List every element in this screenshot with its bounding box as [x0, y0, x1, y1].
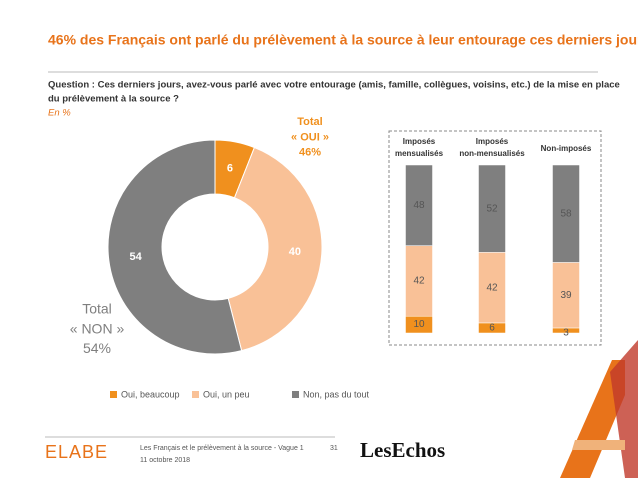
category-label: mensualisés	[395, 149, 444, 158]
logo: ELABE	[45, 442, 108, 462]
value-label: 42	[486, 282, 498, 293]
source: Les Français et le prélèvement à la sour…	[140, 445, 304, 452]
question: Question : Ces derniers jours, avez-vous…	[48, 80, 620, 91]
legend-swatch	[110, 391, 117, 398]
legend-swatch	[192, 391, 199, 398]
donut-slice	[107, 139, 243, 355]
legend-label: Oui, beaucoup	[121, 389, 180, 399]
value-label: 39	[560, 290, 572, 301]
page-number: 31	[330, 445, 338, 452]
legend-label: Non, pas du tout	[303, 389, 370, 399]
bar-box	[388, 130, 602, 346]
annotation: « OUI »	[291, 131, 329, 143]
date: 11 octobre 2018	[140, 457, 190, 464]
value-label: 48	[413, 200, 425, 211]
decor	[572, 440, 625, 450]
category-label: Non-imposés	[541, 144, 592, 153]
question: du prélèvement à la source ?	[48, 94, 179, 105]
annotation: Total	[82, 301, 112, 317]
decor	[610, 340, 638, 478]
legend-label: Oui, un peu	[203, 389, 250, 399]
partner-logo: LesEchos	[360, 438, 445, 462]
value-label: 3	[563, 328, 569, 339]
bar-segment	[405, 245, 433, 317]
annotation: « NON »	[70, 320, 125, 336]
value-label: 52	[486, 203, 498, 214]
bar-segment	[552, 164, 580, 263]
annotation: Total	[297, 116, 322, 128]
value-label: 42	[413, 276, 425, 287]
value-label: 58	[560, 208, 572, 219]
value-label: 54	[130, 251, 143, 263]
annotation: 46%	[299, 147, 321, 159]
bar-segment	[478, 252, 506, 324]
value-label: 10	[413, 319, 425, 330]
annotation: 54%	[83, 340, 111, 356]
category-label: Imposés	[403, 137, 436, 146]
legend-swatch	[292, 391, 299, 398]
unit: En %	[48, 108, 71, 119]
category-label: Imposés	[476, 137, 509, 146]
bar-segment	[478, 164, 506, 253]
category-label: non-mensualisés	[459, 149, 525, 158]
bar-segment	[552, 262, 580, 329]
value-label: 6	[227, 162, 233, 174]
value-label: 6	[489, 323, 495, 334]
bar-segment	[405, 164, 433, 246]
title: 46% des Français ont parlé du prélèvemen…	[48, 32, 638, 48]
value-label: 40	[289, 246, 301, 258]
donut-slice	[227, 146, 323, 352]
